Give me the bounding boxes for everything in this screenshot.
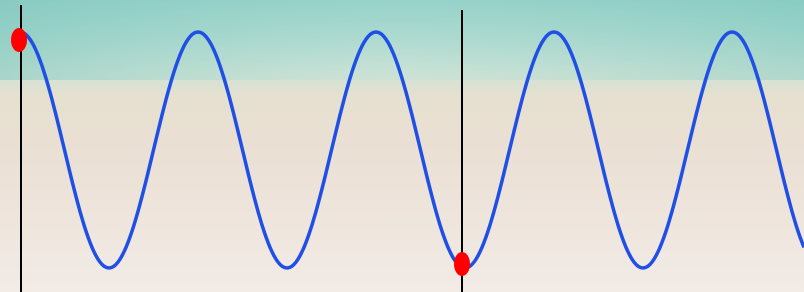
dot [454,252,470,276]
dot [11,28,27,52]
scene [0,0,804,292]
page: (() => { JSON.parse(document.getElementB… [0,0,804,292]
sea [0,0,804,80]
